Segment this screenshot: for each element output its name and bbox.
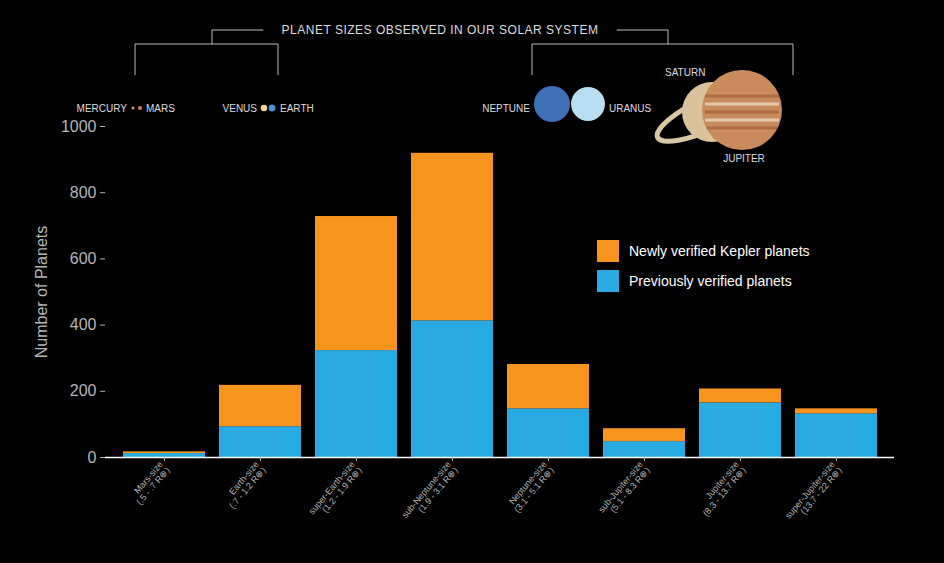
svg-text:0: 0 <box>88 449 97 466</box>
svg-text:URANUS: URANUS <box>609 103 652 114</box>
svg-text:600: 600 <box>70 250 97 267</box>
svg-text:PLANET SIZES OBSERVED IN OUR S: PLANET SIZES OBSERVED IN OUR SOLAR SYSTE… <box>282 23 599 37</box>
svg-text:MERCURY: MERCURY <box>77 103 128 114</box>
svg-text:VENUS: VENUS <box>223 103 258 114</box>
svg-text:sub-Neptune-size(1.9 - 3.1 R⊕): sub-Neptune-size(1.9 - 3.1 R⊕) <box>400 459 460 525</box>
svg-text:sub-Jupiter-size(5.1 - 8.3 R⊕): sub-Jupiter-size(5.1 - 8.3 R⊕) <box>596 459 651 520</box>
svg-text:Number of Planets: Number of Planets <box>33 226 50 359</box>
svg-text:Neptune-size(3.1 - 5.1 R⊕): Neptune-size(3.1 - 5.1 R⊕) <box>505 459 556 514</box>
svg-text:Mars-size(.5 - .7 R⊕): Mars-size(.5 - .7 R⊕) <box>128 459 172 506</box>
svg-text:400: 400 <box>70 316 97 333</box>
svg-text:EARTH: EARTH <box>280 103 314 114</box>
svg-text:MARS: MARS <box>146 103 175 114</box>
svg-text:super-Earth-size(1.2 - 1.9 R⊕): super-Earth-size(1.2 - 1.9 R⊕) <box>307 459 364 522</box>
svg-text:SATURN: SATURN <box>665 67 705 78</box>
svg-text:super-Jupiter-size(13.7 - 22 R: super-Jupiter-size(13.7 - 22 R⊕) <box>783 459 844 526</box>
html-text:Newly verified Kepler planets: Newly verified Kepler planets <box>629 243 810 259</box>
svg-text:1000: 1000 <box>61 118 97 135</box>
svg-text:Earth-size(.7 - 1.2 R⊕): Earth-size(.7 - 1.2 R⊕) <box>220 459 267 510</box>
svg-text:Jupiter-size(8.3 - 13.7 R⊕): Jupiter-size(8.3 - 13.7 R⊕) <box>694 459 748 518</box>
svg-text:NEPTUNE: NEPTUNE <box>482 103 530 114</box>
svg-text:800: 800 <box>70 184 97 201</box>
svg-text:200: 200 <box>70 382 97 399</box>
svg-text:JUPITER: JUPITER <box>723 153 765 164</box>
html-text:Previously verified planets: Previously verified planets <box>629 273 792 289</box>
